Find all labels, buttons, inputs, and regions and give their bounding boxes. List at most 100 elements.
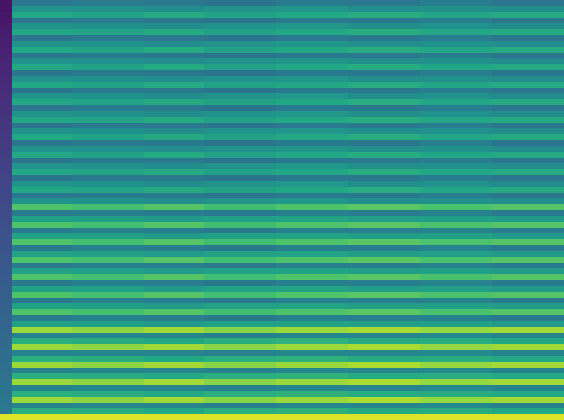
cell [348,362,421,368]
cell [420,134,493,140]
cell [492,12,564,18]
cell [72,338,145,344]
cell [420,274,493,280]
cell [420,41,493,47]
cell [12,29,73,35]
cell [420,362,493,368]
cell [12,391,73,397]
cell [72,140,145,146]
cell [492,298,564,304]
cell [144,193,205,199]
cell [12,414,73,420]
cell [0,350,13,356]
cell [276,356,349,362]
cell [72,64,145,70]
cell [348,403,421,409]
cell [72,228,145,234]
cell [72,41,145,47]
cell [420,111,493,117]
cell [492,414,564,420]
cell [204,163,277,169]
cell [492,18,564,24]
cell [204,408,277,414]
cell [348,397,421,403]
cell [348,163,421,169]
cell [204,368,277,374]
cell [144,134,205,140]
cell [276,397,349,403]
cell [492,350,564,356]
cell [348,99,421,105]
cell [0,228,13,234]
cell [420,321,493,327]
cell [0,88,13,94]
cell [72,233,145,239]
cell [276,362,349,368]
cell [0,93,13,99]
cell [72,315,145,321]
cell [72,99,145,105]
cell [72,245,145,251]
cell [348,41,421,47]
cell [204,41,277,47]
cell [0,47,13,53]
cell [12,117,73,123]
cell [144,350,205,356]
cell [276,105,349,111]
cell [420,175,493,181]
cell [348,391,421,397]
cell [492,204,564,210]
cell [72,280,145,286]
cell [0,356,13,362]
cell [348,123,421,129]
cell [276,193,349,199]
cell [492,245,564,251]
cell [0,397,13,403]
cell [276,82,349,88]
cell [204,228,277,234]
cell [12,292,73,298]
cell [0,327,13,333]
cell [492,134,564,140]
cell [348,274,421,280]
cell [204,47,277,53]
cell [0,76,13,82]
cell [420,210,493,216]
cell [144,47,205,53]
cell [420,0,493,6]
cell [276,169,349,175]
cell [348,233,421,239]
cell [144,292,205,298]
cell [276,385,349,391]
cell [72,286,145,292]
cell [420,356,493,362]
cell [204,193,277,199]
cell [348,35,421,41]
cell [492,274,564,280]
cell [0,0,13,6]
cell [12,6,73,12]
cell [492,251,564,257]
cell [144,175,205,181]
cell [72,134,145,140]
cell [144,338,205,344]
cell [72,82,145,88]
cell [0,193,13,199]
cell [0,163,13,169]
cell [276,368,349,374]
cell [72,88,145,94]
cell [12,181,73,187]
cell [492,99,564,105]
cell [492,187,564,193]
cell [348,216,421,222]
cell [72,204,145,210]
cell [204,123,277,129]
cell [72,385,145,391]
cell [12,344,73,350]
cell [12,408,73,414]
cell [492,181,564,187]
cell [12,134,73,140]
cell [492,309,564,315]
cell [348,152,421,158]
cell [492,152,564,158]
